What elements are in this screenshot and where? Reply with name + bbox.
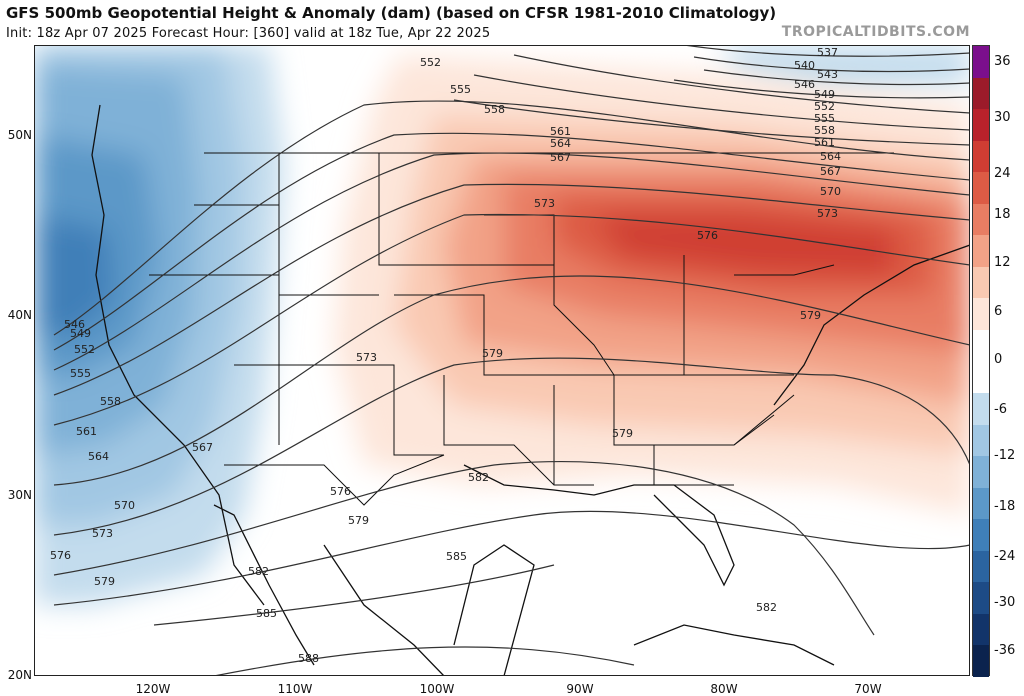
svg-text:570: 570	[820, 185, 841, 198]
height-contours	[53, 45, 970, 676]
svg-text:582: 582	[756, 601, 777, 614]
map-frame	[34, 45, 970, 676]
svg-text:546: 546	[64, 318, 85, 331]
colorbar-swatch	[973, 109, 989, 141]
colorbar-swatch	[973, 393, 989, 425]
colorbar-swatch	[973, 456, 989, 488]
colorbar-tick-label: -12	[994, 448, 1016, 463]
svg-text:576: 576	[697, 229, 718, 242]
svg-text:573: 573	[534, 197, 555, 210]
svg-text:537: 537	[817, 46, 838, 59]
svg-text:540: 540	[794, 59, 815, 72]
svg-text:579: 579	[482, 347, 503, 360]
colorbar-tick-label: -30	[994, 595, 1016, 610]
svg-text:543: 543	[817, 68, 838, 81]
svg-text:564: 564	[550, 137, 571, 150]
svg-text:585: 585	[256, 607, 277, 620]
colorbar-swatch	[973, 172, 989, 204]
lon-label-80w: 80W	[710, 682, 738, 696]
svg-text:552: 552	[74, 343, 95, 356]
map-panel: 537 540 543 546 549 552 555 558 561 564 …	[34, 45, 970, 676]
colorbar-swatch	[973, 235, 989, 267]
contour-labels: 537 540 543 546 549 552 555 558 561 564 …	[50, 46, 841, 665]
svg-text:555: 555	[450, 83, 471, 96]
colorbar-swatch	[973, 77, 989, 110]
svg-text:558: 558	[814, 124, 835, 137]
colorbar-swatch	[973, 613, 989, 646]
svg-text:567: 567	[820, 165, 841, 178]
colorbar-tick-label: -6	[994, 402, 1007, 417]
lon-label-110w: 110W	[277, 682, 313, 696]
coastlines	[91, 104, 970, 676]
colorbar-tick-label: 0	[994, 352, 1003, 367]
svg-text:558: 558	[484, 103, 505, 116]
lon-label-120w: 120W	[135, 682, 171, 696]
colorbar-tick-label: 24	[994, 166, 1011, 181]
colorbar-tick-label: -24	[994, 549, 1016, 564]
svg-text:552: 552	[420, 56, 441, 69]
svg-text:549: 549	[814, 88, 835, 101]
svg-text:576: 576	[330, 485, 351, 498]
svg-text:561: 561	[550, 125, 571, 138]
svg-text:549: 549	[70, 327, 91, 340]
svg-text:582: 582	[248, 565, 269, 578]
colorbar-tick-label: 36	[994, 54, 1011, 69]
svg-text:561: 561	[76, 425, 97, 438]
colorbar-tick-label: 30	[994, 110, 1011, 125]
svg-text:558: 558	[100, 395, 121, 408]
svg-text:573: 573	[92, 527, 113, 540]
svg-text:579: 579	[612, 427, 633, 440]
colorbar-swatch	[973, 329, 989, 362]
svg-text:582: 582	[468, 471, 489, 484]
lat-label-50n: 50N	[7, 128, 32, 142]
map-svg: 537 540 543 546 549 552 555 558 561 564 …	[34, 45, 970, 676]
map-subtitle: Init: 18z Apr 07 2025 Forecast Hour: [36…	[6, 26, 491, 41]
ridge-anomaly-shading	[334, 55, 970, 515]
lat-label-30n: 30N	[7, 488, 32, 502]
svg-text:579: 579	[348, 514, 369, 527]
colorbar-tick-label: -36	[994, 643, 1016, 658]
colorbar-swatch	[973, 140, 989, 173]
svg-text:570: 570	[114, 499, 135, 512]
colorbar-swatch	[973, 519, 989, 551]
colorbar-swatch	[973, 550, 989, 583]
colorbar-swatch	[973, 46, 989, 78]
lat-label-40n: 40N	[7, 308, 32, 322]
svg-text:576: 576	[50, 549, 71, 562]
svg-text:588: 588	[298, 652, 319, 665]
svg-text:585: 585	[446, 550, 467, 563]
lat-label-20n: 20N	[7, 668, 32, 682]
svg-text:552: 552	[814, 100, 835, 113]
svg-text:546: 546	[794, 78, 815, 91]
colorbar-swatch	[973, 582, 989, 614]
colorbar	[972, 45, 990, 677]
svg-text:567: 567	[550, 151, 571, 164]
lon-label-90w: 90W	[566, 682, 594, 696]
map-title: GFS 500mb Geopotential Height & Anomaly …	[6, 4, 777, 22]
colorbar-swatch	[973, 298, 989, 330]
svg-text:561: 561	[814, 136, 835, 149]
colorbar-swatch	[973, 266, 989, 299]
svg-text:573: 573	[817, 207, 838, 220]
colorbar-swatch	[973, 424, 989, 457]
svg-text:555: 555	[70, 367, 91, 380]
colorbar-swatch	[973, 361, 989, 394]
svg-text:555: 555	[814, 112, 835, 125]
svg-text:573: 573	[356, 351, 377, 364]
colorbar-swatch	[973, 487, 989, 520]
colorbar-tick-label: 6	[994, 304, 1003, 319]
svg-text:567: 567	[192, 441, 213, 454]
colorbar-swatch	[973, 645, 989, 677]
svg-text:579: 579	[800, 309, 821, 322]
svg-text:564: 564	[820, 150, 841, 163]
svg-text:579: 579	[94, 575, 115, 588]
colorbar-tick-label: 18	[994, 207, 1011, 222]
lon-label-100w: 100W	[419, 682, 455, 696]
colorbar-swatch	[973, 203, 989, 236]
colorbar-tick-label: -18	[994, 499, 1016, 514]
colorbar-tick-label: 12	[994, 255, 1011, 270]
brand-watermark: TROPICALTIDBITS.COM	[781, 24, 970, 40]
lon-label-70w: 70W	[854, 682, 882, 696]
svg-text:564: 564	[88, 450, 109, 463]
